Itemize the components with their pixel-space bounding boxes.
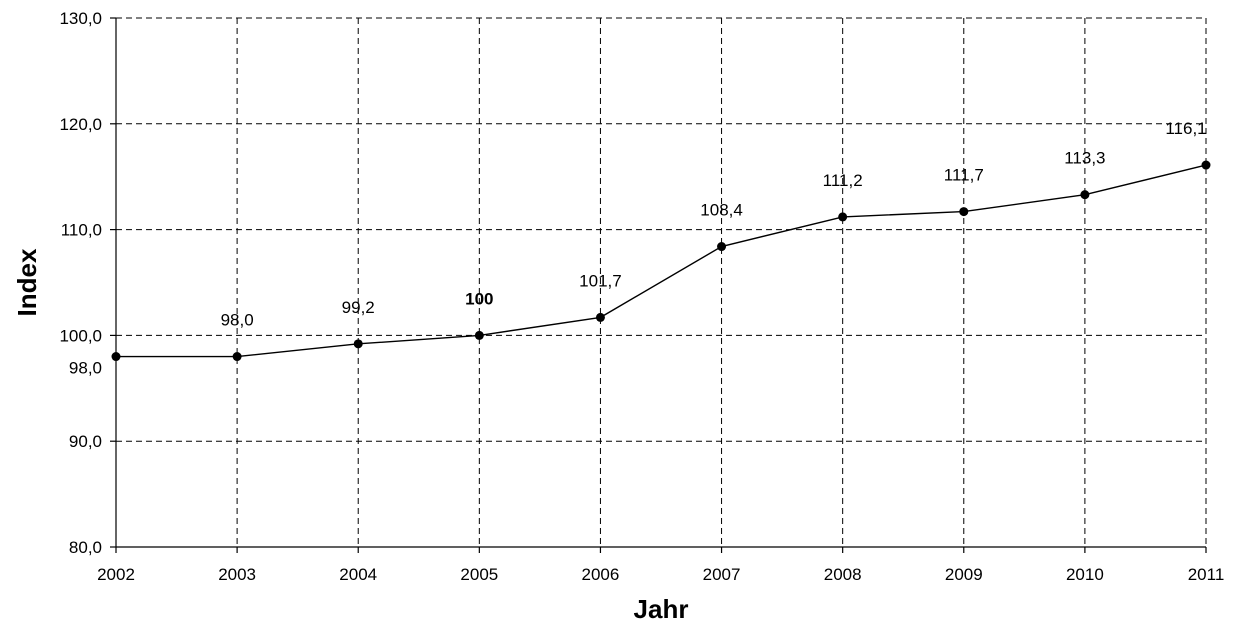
data-point-2009 xyxy=(959,207,969,217)
x-tick-label: 2002 xyxy=(97,565,135,584)
x-tick-label: 2004 xyxy=(339,565,377,584)
x-tick-labels: 2002 2003 2004 2005 2006 2007 2008 2009 2010 2011 xyxy=(97,565,1224,584)
data-points xyxy=(111,160,1211,362)
data-point-2003 xyxy=(232,352,242,362)
y-tick-label: 130,0 xyxy=(59,9,102,28)
y-tick-label: 110,0 xyxy=(61,221,102,240)
data-label-2008: 111,2 xyxy=(823,171,863,190)
data-point-2010 xyxy=(1080,190,1090,200)
data-point-2005 xyxy=(474,330,484,340)
y-start-value-label: 98,0 xyxy=(69,359,102,378)
data-label-2006: 101,7 xyxy=(579,271,622,290)
y-tick-labels: 80,0 90,0 100,0 110,0 120,0 130,0 xyxy=(59,9,102,557)
y-tick-label: 80,0 xyxy=(69,538,102,557)
x-tick-label: 2005 xyxy=(460,565,498,584)
y-axis-title: Index xyxy=(12,248,42,316)
x-tick-label: 2010 xyxy=(1066,565,1104,584)
y-tick-label: 120,0 xyxy=(59,115,102,134)
data-label-2011: 116,1 xyxy=(1165,119,1206,138)
data-label-2007: 108,4 xyxy=(700,201,743,220)
data-point-2008 xyxy=(838,212,848,222)
x-tick-label: 2006 xyxy=(582,565,620,584)
data-point-2002 xyxy=(111,352,121,362)
x-tick-label: 2009 xyxy=(945,565,983,584)
axes xyxy=(110,17,1207,553)
series-line xyxy=(116,164,1207,358)
data-label-2005: 100 xyxy=(465,289,493,308)
x-tick-label: 2003 xyxy=(218,565,256,584)
y-tick-label: 90,0 xyxy=(69,432,102,451)
data-label-2004: 99,2 xyxy=(342,298,375,317)
gridlines xyxy=(116,17,1207,547)
y-tick-label: 100,0 xyxy=(59,326,102,345)
x-tick-label: 2007 xyxy=(703,565,741,584)
x-tick-label: 2008 xyxy=(824,565,862,584)
data-labels: 98,0 99,2 100 101,7 108,4 111,2 111,7 113,3 116,… xyxy=(221,119,1207,329)
data-point-2011 xyxy=(1201,160,1211,170)
data-point-2007 xyxy=(717,242,727,252)
data-point-2004 xyxy=(353,339,363,349)
x-axis-title: Jahr xyxy=(634,594,689,624)
data-label-2003: 98,0 xyxy=(221,311,254,330)
data-label-2009: 111,7 xyxy=(944,166,984,185)
x-tick-label: 2011 xyxy=(1188,565,1225,584)
data-label-2010: 113,3 xyxy=(1064,149,1105,168)
data-point-2006 xyxy=(595,312,605,322)
